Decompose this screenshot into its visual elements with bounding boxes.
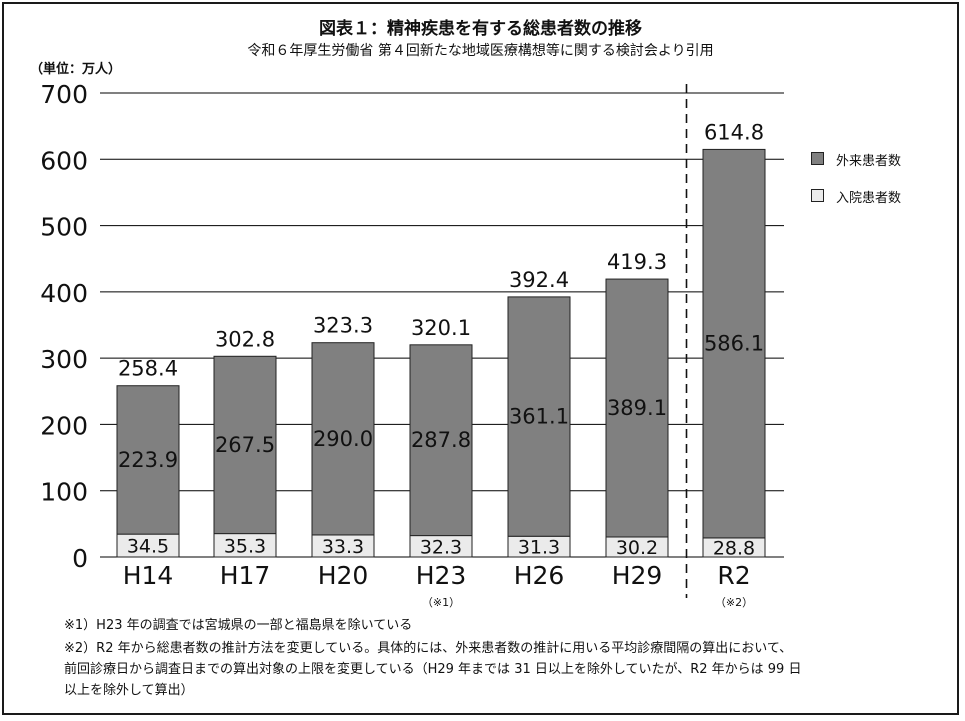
x-tick-label: H29 — [612, 561, 663, 590]
y-tick-label: 300 — [40, 345, 88, 374]
legend-swatch-inpatient — [811, 189, 824, 202]
footnote-2-cont2: 以上を除外して算出） — [64, 683, 194, 698]
footnote-1: ※1）H23 年の調査では宮城県の一部と福島県を除いている — [64, 618, 413, 633]
footnote-2: ※2）R2 年から総患者数の推計方法を変更している。具体的には、外来患者数の推計… — [64, 641, 793, 656]
bar-outpatient — [507, 296, 571, 537]
y-tick-label: 200 — [40, 411, 88, 440]
x-tick-note: （※1） — [422, 596, 460, 609]
footnote-2-cont: 前回診療日から調査日までの算出対象の上限を変更している（H29 年までは 31 … — [64, 662, 802, 677]
bar-outpatient — [116, 385, 180, 535]
data-label-total: 320.1 — [411, 316, 471, 340]
y-tick-label: 0 — [72, 544, 88, 573]
x-tick-label: H17 — [220, 561, 271, 590]
chart-subtitle: 令和６年厚生労働省 第４回新たな地域医療構想等に関する検討会より引用 — [247, 43, 714, 59]
unit-label: （単位：万人） — [30, 62, 122, 77]
y-tick-label: 700 — [40, 80, 88, 109]
y-tick-label: 100 — [40, 478, 88, 507]
legend-label-inpatient: 入院患者数 — [836, 191, 902, 206]
x-tick-note: （※2） — [715, 596, 753, 609]
data-label-inpatient: 35.3 — [224, 535, 266, 557]
data-label-outpatient: 287.8 — [411, 428, 471, 452]
bar-outpatient — [311, 342, 375, 536]
x-tick-label: H20 — [318, 561, 369, 590]
data-label-outpatient: 389.1 — [607, 396, 667, 420]
y-tick-label: 400 — [40, 279, 88, 308]
bar-outpatient — [213, 355, 277, 535]
data-label-outpatient: 361.1 — [509, 405, 569, 429]
y-tick-label: 600 — [40, 146, 88, 175]
x-tick-label: H26 — [514, 561, 565, 590]
data-label-inpatient: 33.3 — [322, 536, 364, 558]
data-label-inpatient: 34.5 — [127, 536, 169, 558]
data-label-outpatient: 223.9 — [118, 448, 178, 472]
x-tick-label: H14 — [123, 561, 174, 590]
legend-label-outpatient: 外来患者数 — [836, 154, 902, 169]
data-label-inpatient: 28.8 — [713, 537, 755, 559]
x-tick-label: H23 — [416, 561, 467, 590]
bar-outpatient — [605, 278, 669, 538]
data-label-total: 302.8 — [215, 327, 275, 351]
legend-swatch-outpatient — [811, 152, 824, 165]
data-label-total: 614.8 — [704, 120, 764, 144]
data-label-inpatient: 32.3 — [420, 536, 462, 558]
data-label-inpatient: 31.3 — [518, 537, 560, 559]
data-label-inpatient: 30.2 — [616, 537, 658, 559]
data-label-total: 392.4 — [509, 268, 569, 292]
data-label-outpatient: 586.1 — [704, 332, 764, 356]
x-tick-label: R2 — [717, 561, 750, 590]
data-label-total: 258.4 — [118, 357, 178, 381]
data-label-outpatient: 290.0 — [313, 427, 373, 451]
bar-outpatient — [409, 344, 473, 537]
y-tick-label: 500 — [40, 213, 88, 242]
chart-title: 図表１：精神疾患を有する総患者数の推移 — [319, 19, 642, 39]
data-label-outpatient: 267.5 — [215, 433, 275, 457]
bar-outpatient — [702, 148, 766, 539]
data-label-total: 323.3 — [313, 314, 373, 338]
data-label-total: 419.3 — [607, 250, 667, 274]
